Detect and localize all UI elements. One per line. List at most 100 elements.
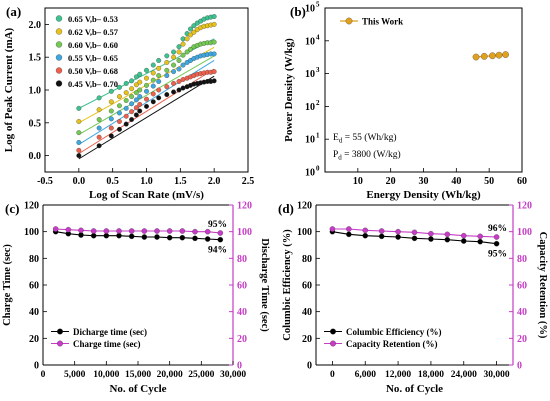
panel-a-legend-marker — [55, 67, 63, 74]
panel-a-point — [164, 84, 170, 90]
panel-a-point — [144, 82, 149, 88]
panel-d-xtick-label: 24,000 — [451, 370, 477, 380]
panel-b-point — [489, 52, 496, 60]
panel-c-ytick-left-label: 120 — [24, 201, 39, 212]
panel-a-point — [129, 78, 135, 84]
panel-d-point — [362, 227, 368, 234]
panel-b-ytick-label: 10 — [305, 135, 315, 146]
panel-c-annotation-bottom: 94% — [208, 246, 227, 256]
panel-c-point — [128, 228, 135, 234]
panel-d-ytick-right-label: 80 — [517, 254, 527, 265]
panel-c-point — [204, 228, 211, 235]
panel-a-ytick-label: 1.0 — [29, 86, 42, 97]
panel-a-point — [137, 101, 143, 107]
panel-a-xtick-label: 2.5 — [242, 176, 255, 187]
panel-a-point — [144, 96, 149, 102]
panel-c-point — [141, 234, 148, 240]
panel-a-point — [188, 32, 193, 38]
panel-a-label: (a) — [6, 4, 21, 19]
panel-c-point — [154, 234, 160, 240]
panel-a-legend-marker — [55, 15, 63, 22]
panel-a-point — [123, 105, 129, 111]
panel-c-point — [204, 236, 211, 242]
panel-c-point — [90, 232, 97, 239]
panel-d-ytick-left-label: 80 — [302, 254, 312, 265]
panel-a-point — [211, 14, 217, 19]
panel-a-point — [76, 153, 82, 159]
panel-a-legend-label: 0.50 V,b– 0.68 — [68, 66, 118, 76]
panel-a-point — [76, 105, 82, 111]
panel-c-annotation-top: 95% — [208, 220, 227, 230]
panel-d-point — [428, 230, 434, 237]
panel-d: 0 6,000 12,000 18,000 24,000 30,000 0 0 20 20 40 40… — [278, 201, 548, 396]
panel-d-point — [395, 234, 401, 240]
panel-a-point — [211, 69, 217, 75]
panel-d-ytick-right-label: 120 — [517, 201, 532, 212]
panel-d-point — [477, 238, 483, 245]
panel-d-xtick-label: 30,000 — [484, 370, 510, 380]
panel-a-ytick-label: 0.0 — [29, 151, 42, 162]
panel-a-point — [191, 29, 197, 35]
panel-c-ytick-right-label: 80 — [237, 254, 247, 265]
panel-c-ytick-right-label: 20 — [237, 334, 247, 345]
panel-d-ytick-left-label: 120 — [297, 201, 312, 212]
panel-d-point — [411, 229, 418, 236]
panel-d-point — [460, 238, 467, 244]
panel-a-xtick-label: 0.0 — [73, 176, 86, 187]
panel-d-point — [395, 228, 401, 235]
panel-a-point — [137, 87, 143, 93]
panel-d-legend-marker — [330, 328, 336, 335]
panel-a-point — [171, 69, 177, 75]
panel-c-legend-marker — [57, 328, 63, 335]
panel-a-point — [144, 75, 149, 81]
panel-d-xtick-label: 0 — [330, 370, 335, 380]
panel-d-ytick-left-label: 20 — [302, 334, 312, 345]
panel-d-point — [346, 231, 352, 238]
panel-a-point — [123, 121, 129, 127]
panel-a-ytick-label: 0.5 — [29, 118, 42, 129]
panel-a-point — [211, 51, 217, 57]
panel-d-ytick-left-label: 60 — [302, 281, 312, 292]
panel-b-legend-marker — [345, 17, 353, 25]
panel-a-ytick-label: 2.0 — [29, 20, 42, 31]
panel-d-ytick-right-label: 0 — [517, 361, 522, 372]
panel-a-xtick-label: 0.5 — [106, 176, 119, 187]
panel-d-annotation-bottom: 95% — [488, 250, 507, 260]
panel-a-point — [96, 107, 102, 113]
panel-c-ytick-left-label: 40 — [29, 307, 39, 318]
panel-b-ytick-exponent: 4 — [316, 33, 320, 41]
panel-a-point — [76, 130, 82, 136]
panel-a-point — [129, 109, 135, 115]
panel-a-point — [156, 95, 162, 101]
panel-c-legend-marker — [57, 340, 63, 347]
panel-b-ytick-exponent: 0 — [316, 165, 320, 173]
panel-b-xtick-label: 40 — [451, 176, 461, 187]
panel-b-ytick-label: 10 — [305, 69, 315, 80]
panel-d-ytick-right-label: 40 — [517, 307, 527, 318]
panel-b-point — [480, 53, 488, 60]
panel-d-ytick-right-label: 20 — [517, 334, 527, 345]
panel-a-point — [171, 49, 177, 55]
panel-c-point — [90, 228, 97, 234]
panel-a-point — [171, 80, 177, 86]
panel-d-ylabel-left: Columbic Efficiency (%) — [282, 229, 293, 341]
panel-c-ytick-right-label: 0 — [237, 361, 242, 372]
panel-a-point — [133, 105, 139, 111]
panel-d-point — [378, 228, 385, 234]
panel-b-xtick-label: 20 — [386, 176, 396, 187]
panel-a-point — [108, 125, 114, 131]
panel-c-xtick-label: 10,000 — [93, 370, 119, 380]
panel-c-point — [217, 230, 224, 236]
panel-a-point — [133, 90, 139, 96]
panel-b-power-annotation: Pd = 3800 (W/kg) — [333, 149, 401, 162]
panel-a-point — [150, 83, 156, 89]
panel-d-point — [444, 236, 451, 243]
panel-a-point — [191, 23, 197, 29]
panel-a-point — [180, 52, 186, 58]
panel-a-point — [188, 46, 193, 52]
panel-c-ytick-left-label: 100 — [24, 227, 39, 238]
panel-a-point — [176, 49, 182, 55]
